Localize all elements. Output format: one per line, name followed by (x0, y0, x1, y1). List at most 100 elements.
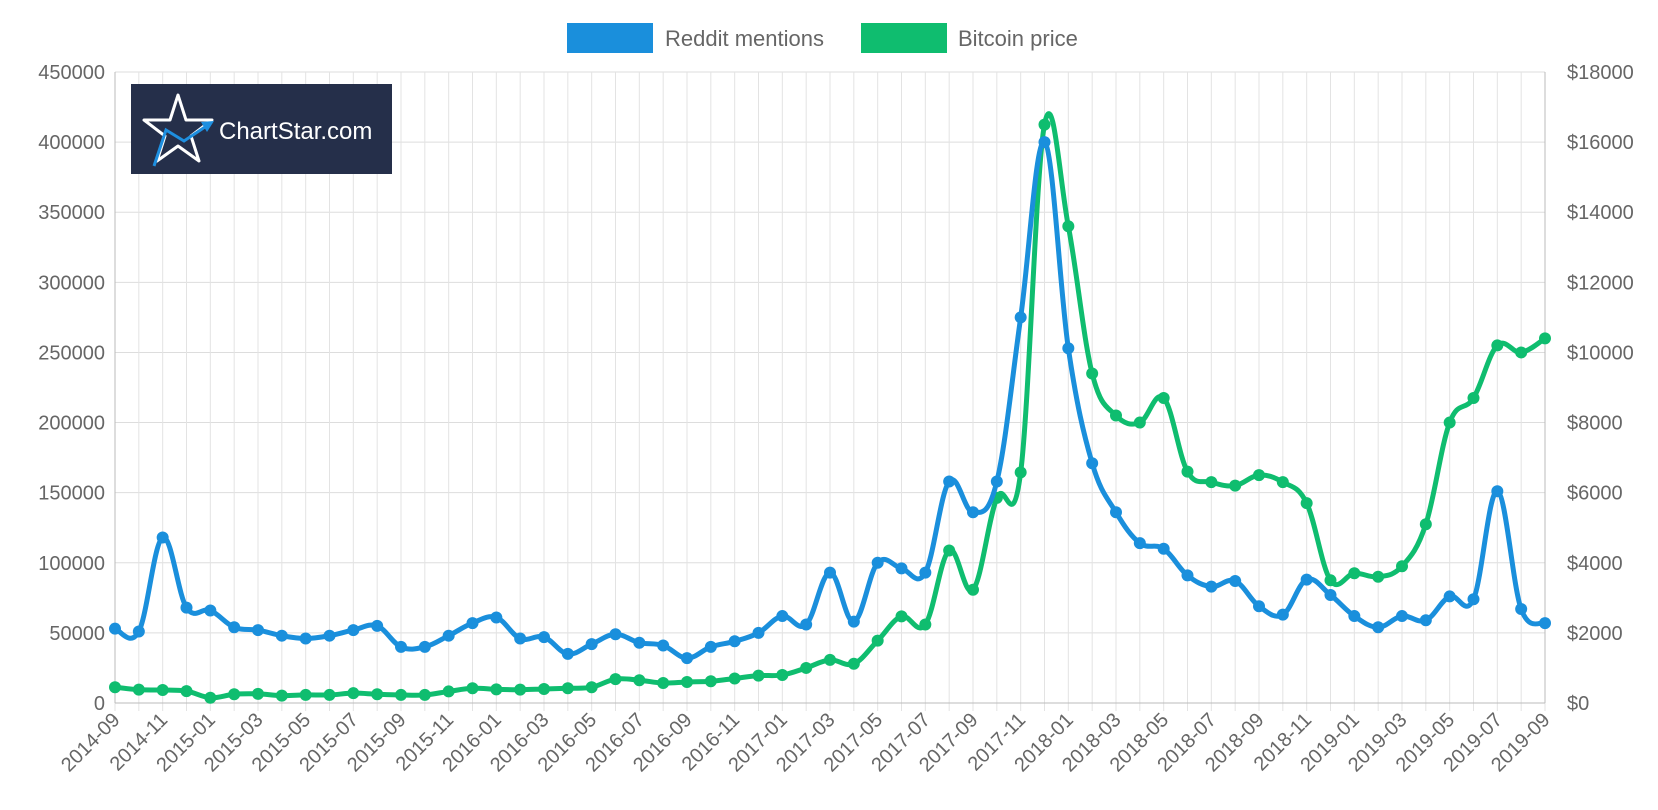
data-point-bitcoin-price[interactable] (347, 687, 360, 700)
data-point-reddit-mentions[interactable] (1396, 610, 1408, 623)
data-point-reddit-mentions[interactable] (1062, 342, 1075, 355)
data-point-bitcoin-price[interactable] (1324, 574, 1337, 587)
data-point-reddit-mentions[interactable] (919, 566, 932, 579)
data-point-bitcoin-price[interactable] (156, 684, 169, 697)
data-point-bitcoin-price[interactable] (1443, 416, 1456, 429)
data-point-bitcoin-price[interactable] (919, 618, 932, 631)
data-point-reddit-mentions[interactable] (1324, 589, 1337, 602)
data-point-reddit-mentions[interactable] (800, 618, 813, 631)
data-point-reddit-mentions[interactable] (1110, 506, 1122, 519)
data-point-reddit-mentions[interactable] (1014, 311, 1027, 324)
data-point-reddit-mentions[interactable] (1253, 600, 1265, 613)
data-point-reddit-mentions[interactable] (1038, 136, 1051, 149)
data-point-reddit-mentions[interactable] (371, 619, 384, 632)
data-point-bitcoin-price[interactable] (299, 688, 312, 701)
data-point-reddit-mentions[interactable] (585, 638, 598, 651)
data-point-bitcoin-price[interactable] (1491, 339, 1504, 352)
data-point-reddit-mentions[interactable] (180, 601, 193, 614)
data-point-bitcoin-price[interactable] (371, 688, 384, 701)
legend-swatch-bitcoin[interactable] (861, 23, 947, 53)
data-point-bitcoin-price[interactable] (633, 674, 646, 687)
data-point-reddit-mentions[interactable] (442, 629, 455, 642)
data-point-reddit-mentions[interactable] (824, 566, 836, 579)
data-point-bitcoin-price[interactable] (657, 677, 670, 690)
data-point-reddit-mentions[interactable] (1133, 537, 1146, 550)
data-point-reddit-mentions[interactable] (967, 506, 979, 519)
data-point-reddit-mentions[interactable] (657, 639, 670, 652)
data-point-bitcoin-price[interactable] (1038, 118, 1051, 131)
data-point-bitcoin-price[interactable] (871, 634, 884, 647)
data-point-reddit-mentions[interactable] (538, 631, 550, 644)
data-point-bitcoin-price[interactable] (514, 683, 527, 696)
data-point-bitcoin-price[interactable] (323, 688, 336, 701)
data-point-bitcoin-price[interactable] (1205, 476, 1218, 489)
data-point-bitcoin-price[interactable] (1014, 466, 1027, 479)
data-point-bitcoin-price[interactable] (490, 683, 503, 696)
data-point-reddit-mentions[interactable] (1419, 614, 1432, 627)
legend-swatch-reddit[interactable] (567, 23, 653, 53)
data-point-reddit-mentions[interactable] (1205, 580, 1218, 593)
data-point-reddit-mentions[interactable] (1491, 485, 1504, 498)
data-point-bitcoin-price[interactable] (1419, 518, 1432, 531)
data-point-reddit-mentions[interactable] (395, 640, 407, 653)
data-point-reddit-mentions[interactable] (275, 629, 288, 642)
data-point-bitcoin-price[interactable] (228, 688, 241, 701)
data-point-reddit-mentions[interactable] (1372, 621, 1385, 634)
data-point-reddit-mentions[interactable] (1181, 569, 1194, 582)
data-point-reddit-mentions[interactable] (1515, 603, 1528, 616)
data-point-reddit-mentions[interactable] (228, 621, 241, 634)
data-point-reddit-mentions[interactable] (347, 624, 360, 637)
data-point-bitcoin-price[interactable] (1157, 392, 1170, 405)
data-point-bitcoin-price[interactable] (728, 672, 741, 685)
data-point-reddit-mentions[interactable] (132, 625, 145, 638)
data-point-reddit-mentions[interactable] (1348, 610, 1361, 623)
data-point-reddit-mentions[interactable] (418, 640, 431, 653)
data-point-reddit-mentions[interactable] (156, 531, 169, 544)
data-point-bitcoin-price[interactable] (275, 689, 288, 702)
data-point-reddit-mentions[interactable] (490, 611, 503, 624)
data-point-bitcoin-price[interactable] (895, 610, 908, 623)
data-point-reddit-mentions[interactable] (847, 615, 860, 628)
data-point-bitcoin-price[interactable] (1372, 570, 1385, 583)
data-point-bitcoin-price[interactable] (776, 668, 789, 681)
data-point-bitcoin-price[interactable] (1276, 476, 1289, 489)
data-point-bitcoin-price[interactable] (1348, 567, 1361, 580)
data-point-reddit-mentions[interactable] (252, 624, 264, 637)
data-point-bitcoin-price[interactable] (1133, 416, 1146, 429)
data-point-bitcoin-price[interactable] (847, 657, 860, 670)
data-point-bitcoin-price[interactable] (109, 681, 121, 694)
data-point-reddit-mentions[interactable] (871, 556, 884, 569)
data-point-reddit-mentions[interactable] (466, 617, 479, 630)
data-point-reddit-mentions[interactable] (561, 647, 574, 660)
data-point-reddit-mentions[interactable] (1539, 617, 1551, 630)
data-point-reddit-mentions[interactable] (633, 636, 646, 649)
data-point-bitcoin-price[interactable] (132, 683, 145, 696)
data-point-reddit-mentions[interactable] (609, 628, 622, 641)
data-point-reddit-mentions[interactable] (1086, 457, 1099, 470)
data-point-bitcoin-price[interactable] (1515, 346, 1528, 359)
data-point-bitcoin-price[interactable] (609, 673, 622, 686)
data-point-bitcoin-price[interactable] (1396, 560, 1408, 573)
legend-label-bitcoin[interactable]: Bitcoin price (958, 26, 1078, 51)
data-point-bitcoin-price[interactable] (1467, 392, 1480, 405)
data-point-reddit-mentions[interactable] (1229, 575, 1242, 588)
data-point-bitcoin-price[interactable] (1062, 220, 1075, 233)
data-point-bitcoin-price[interactable] (180, 685, 193, 698)
data-point-bitcoin-price[interactable] (681, 675, 693, 688)
data-point-reddit-mentions[interactable] (1300, 573, 1313, 586)
data-point-bitcoin-price[interactable] (1253, 469, 1265, 482)
data-point-bitcoin-price[interactable] (204, 691, 217, 704)
data-point-reddit-mentions[interactable] (943, 475, 956, 488)
data-point-bitcoin-price[interactable] (561, 682, 574, 695)
data-point-bitcoin-price[interactable] (418, 688, 431, 701)
data-point-bitcoin-price[interactable] (967, 583, 979, 596)
data-point-bitcoin-price[interactable] (1086, 367, 1099, 380)
data-point-bitcoin-price[interactable] (538, 682, 550, 695)
data-point-bitcoin-price[interactable] (704, 675, 717, 688)
data-point-reddit-mentions[interactable] (990, 475, 1003, 488)
data-point-bitcoin-price[interactable] (252, 687, 264, 700)
data-point-reddit-mentions[interactable] (776, 610, 789, 623)
data-point-bitcoin-price[interactable] (585, 681, 598, 694)
legend-label-reddit[interactable]: Reddit mentions (665, 26, 824, 51)
data-point-reddit-mentions[interactable] (704, 640, 717, 653)
